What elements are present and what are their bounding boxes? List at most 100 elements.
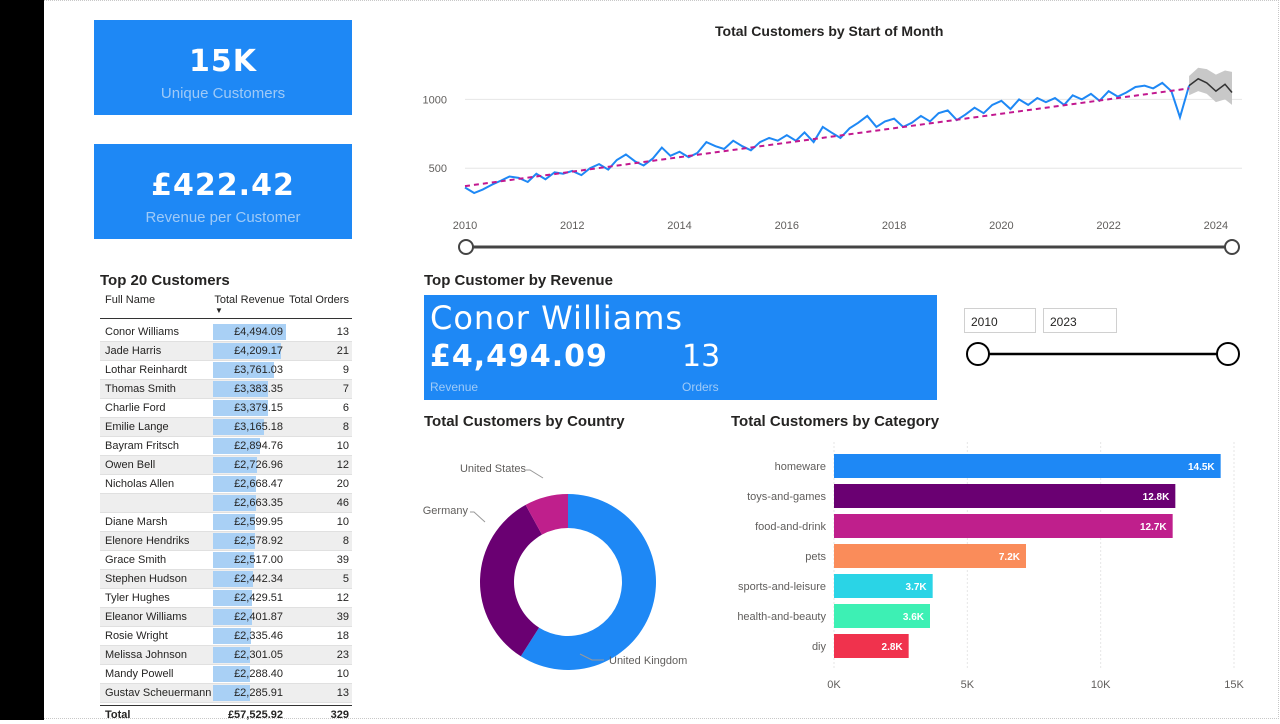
sort-desc-icon: ▼ [215, 306, 223, 315]
cell-total-revenue-value: £2,401.87 [234, 611, 283, 623]
revenue-databar [213, 476, 257, 492]
table-row[interactable]: Lothar Reinhardt £3,761.03 9 [100, 361, 352, 380]
table-row[interactable]: Nicholas Allen £2,668.47 20 [100, 475, 352, 494]
x-tick-label: 2020 [989, 220, 1013, 232]
category-label: food-and-drink [755, 521, 826, 533]
range-slider-handle-start[interactable] [458, 239, 474, 255]
cell-total-revenue: £2,578.92 [213, 532, 286, 550]
revenue-databar [213, 666, 251, 682]
cell-total-orders: 8 [342, 421, 349, 433]
table-row[interactable]: Rosie Wright £2,335.46 18 [100, 627, 352, 646]
bar[interactable] [834, 544, 1026, 568]
table-row[interactable]: Charlie Ford £3,379.15 6 [100, 399, 352, 418]
category-label: sports-and-leisure [738, 581, 826, 593]
top-customer-orders-label: Orders [682, 380, 719, 394]
cell-total-orders: 18 [336, 630, 349, 642]
table-row[interactable]: Gustav Scheuermann £2,285.91 13 [100, 684, 352, 703]
table-row[interactable]: Jade Harris £4,209.17 21 [100, 342, 352, 361]
revenue-databar [213, 495, 257, 511]
cell-total-revenue-value: £3,165.18 [234, 421, 283, 433]
table-row[interactable]: Grace Smith £2,517.00 39 [100, 551, 352, 570]
x-tick-label: 2018 [882, 220, 906, 232]
line-chart-title: Total Customers by Start of Month [715, 23, 944, 39]
donut-leader-line [470, 511, 486, 523]
table-row[interactable]: Bayram Fritsch £2,894.76 10 [100, 437, 352, 456]
cell-total-orders: 39 [336, 554, 349, 566]
cell-full-name: Lothar Reinhardt [105, 364, 187, 376]
table-row[interactable]: Diane Marsh £2,599.95 10 [100, 513, 352, 532]
bar[interactable] [834, 514, 1173, 538]
revenue-databar [213, 362, 275, 378]
kpi-label: Unique Customers [160, 85, 286, 102]
x-tick-label: 2014 [667, 220, 691, 232]
cell-total-revenue: £2,335.46 [213, 627, 286, 645]
revenue-databar [213, 381, 268, 397]
table-total-row: Total £57,525.92 329 [100, 705, 352, 724]
kpi-value: £422.42 [151, 168, 295, 203]
cell-full-name: Grace Smith [105, 554, 167, 566]
category-label: diy [812, 641, 827, 653]
cell-full-name: Thomas Smith [105, 383, 176, 395]
table-row[interactable]: £2,663.35 46 [100, 494, 352, 513]
cell-total-revenue: £2,517.00 [213, 551, 286, 569]
cell-total-orders: 10 [336, 440, 349, 452]
table-row[interactable]: Elenore Hendriks £2,578.92 8 [100, 532, 352, 551]
table-header: Full Name Total Revenue ▼ Total Orders [100, 294, 352, 319]
cell-total-revenue-value: £4,494.09 [234, 326, 283, 338]
cell-total-revenue: £3,165.18 [213, 418, 286, 436]
revenue-databar [213, 609, 252, 625]
bar-data-label: 3.6K [903, 612, 925, 623]
category-label: toys-and-games [747, 491, 826, 503]
range-slider-handle-end[interactable] [1224, 239, 1240, 255]
cell-total-orders: 10 [336, 516, 349, 528]
x-tick-label: 0K [827, 679, 841, 691]
cell-total-revenue-value: £2,726.96 [234, 459, 283, 471]
table-row[interactable]: Owen Bell £2,726.96 12 [100, 456, 352, 475]
header-total-revenue[interactable]: Total Revenue ▼ [213, 294, 286, 315]
x-tick-label: 2012 [560, 220, 584, 232]
cell-full-name: Charlie Ford [105, 402, 166, 414]
table-row[interactable]: Mandy Powell £2,288.40 10 [100, 665, 352, 684]
slider-handle-start[interactable] [966, 342, 990, 366]
cell-total-orders: 8 [342, 535, 349, 547]
category-label: homeware [775, 461, 826, 473]
x-tick-label: 2022 [1096, 220, 1120, 232]
revenue-databar [213, 533, 255, 549]
year-from-input[interactable]: 2010 [964, 308, 1036, 333]
table-row[interactable]: Tyler Hughes £2,429.51 12 [100, 589, 352, 608]
year-to-input[interactable]: 2023 [1043, 308, 1117, 333]
cell-total-revenue-value: £2,517.00 [234, 554, 283, 566]
header-full-name[interactable]: Full Name [105, 294, 156, 306]
cell-total-revenue: £2,301.05 [213, 646, 286, 664]
table-row[interactable]: Conor Williams £4,494.09 13 [100, 323, 352, 342]
cell-total-revenue: £3,379.15 [213, 399, 286, 417]
bar[interactable] [834, 604, 930, 628]
cell-full-name: Melissa Johnson [105, 649, 187, 661]
donut-slice [520, 494, 656, 670]
table-row[interactable]: Stephen Hudson £2,442.34 5 [100, 570, 352, 589]
cell-total-orders: 20 [336, 478, 349, 490]
donut-label: United Kingdom [609, 655, 687, 667]
table-row[interactable]: Emilie Lange £3,165.18 8 [100, 418, 352, 437]
table-row[interactable]: Thomas Smith £3,383.35 7 [100, 380, 352, 399]
table-row[interactable]: Melissa Johnson £2,301.05 23 [100, 646, 352, 665]
bar[interactable] [834, 484, 1176, 508]
slider-handle-end[interactable] [1216, 342, 1240, 366]
cell-total-orders: 46 [336, 497, 349, 509]
cell-full-name: Tyler Hughes [105, 592, 170, 604]
bar[interactable] [834, 574, 933, 598]
top-customer-revenue-label: Revenue [430, 380, 479, 394]
trend-line [464, 87, 1190, 188]
cell-total-revenue-value: £2,599.95 [234, 516, 283, 528]
x-tick-label: 2024 [1204, 220, 1228, 232]
year-range-slider[interactable] [960, 338, 1250, 370]
line-chart: 500 1000 2010 2012 2014 2016 2018 2020 2022 2024 [423, 67, 1242, 255]
bar[interactable] [834, 634, 909, 658]
bar[interactable] [834, 454, 1221, 478]
header-total-orders[interactable]: Total Orders [289, 294, 349, 306]
cell-total-revenue: £2,599.95 [213, 513, 286, 531]
cell-full-name: Mandy Powell [105, 668, 174, 680]
table-row[interactable]: Eleanor Williams £2,401.87 39 [100, 608, 352, 627]
revenue-databar [213, 590, 253, 606]
cell-total-revenue-value: £2,335.46 [234, 630, 283, 642]
